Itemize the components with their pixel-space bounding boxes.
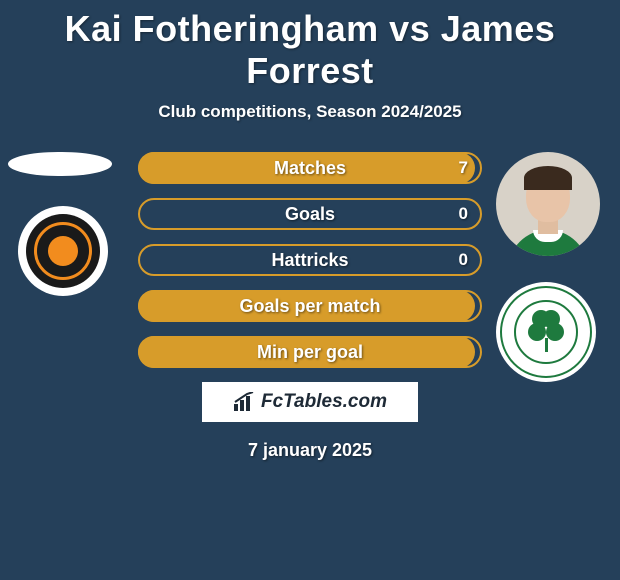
stat-bar-row: Goals0 (138, 198, 482, 230)
brand-chart-icon (233, 392, 257, 412)
club-badge-left (18, 206, 108, 296)
page-title: Kai Fotheringham vs James Forrest (0, 0, 620, 92)
brand-box: FcTables.com (202, 382, 418, 422)
player-left-photo (8, 152, 112, 176)
stat-bar-row: Min per goal (138, 336, 482, 368)
stat-bar-value: 0 (459, 244, 468, 276)
stat-bar-label: Matches (138, 152, 482, 184)
club-badge-right (496, 282, 596, 382)
left-player-column (8, 152, 112, 296)
player-right-photo (496, 152, 600, 256)
comparison-content: Matches7Goals0Hattricks0Goals per matchM… (0, 152, 620, 461)
right-player-column (496, 152, 600, 382)
stat-bar-label: Hattricks (138, 244, 482, 276)
comparison-date: 7 january 2025 (0, 440, 620, 461)
stat-bar-row: Matches7 (138, 152, 482, 184)
stat-bar-label: Goals per match (138, 290, 482, 322)
stat-bars: Matches7Goals0Hattricks0Goals per matchM… (138, 152, 482, 368)
brand-text: FcTables.com (261, 391, 387, 413)
stat-bar-row: Hattricks0 (138, 244, 482, 276)
stat-bar-value: 0 (459, 198, 468, 230)
stat-bar-label: Min per goal (138, 336, 482, 368)
stat-bar-row: Goals per match (138, 290, 482, 322)
stat-bar-value: 7 (459, 152, 468, 184)
stat-bar-label: Goals (138, 198, 482, 230)
page-subtitle: Club competitions, Season 2024/2025 (0, 102, 620, 122)
